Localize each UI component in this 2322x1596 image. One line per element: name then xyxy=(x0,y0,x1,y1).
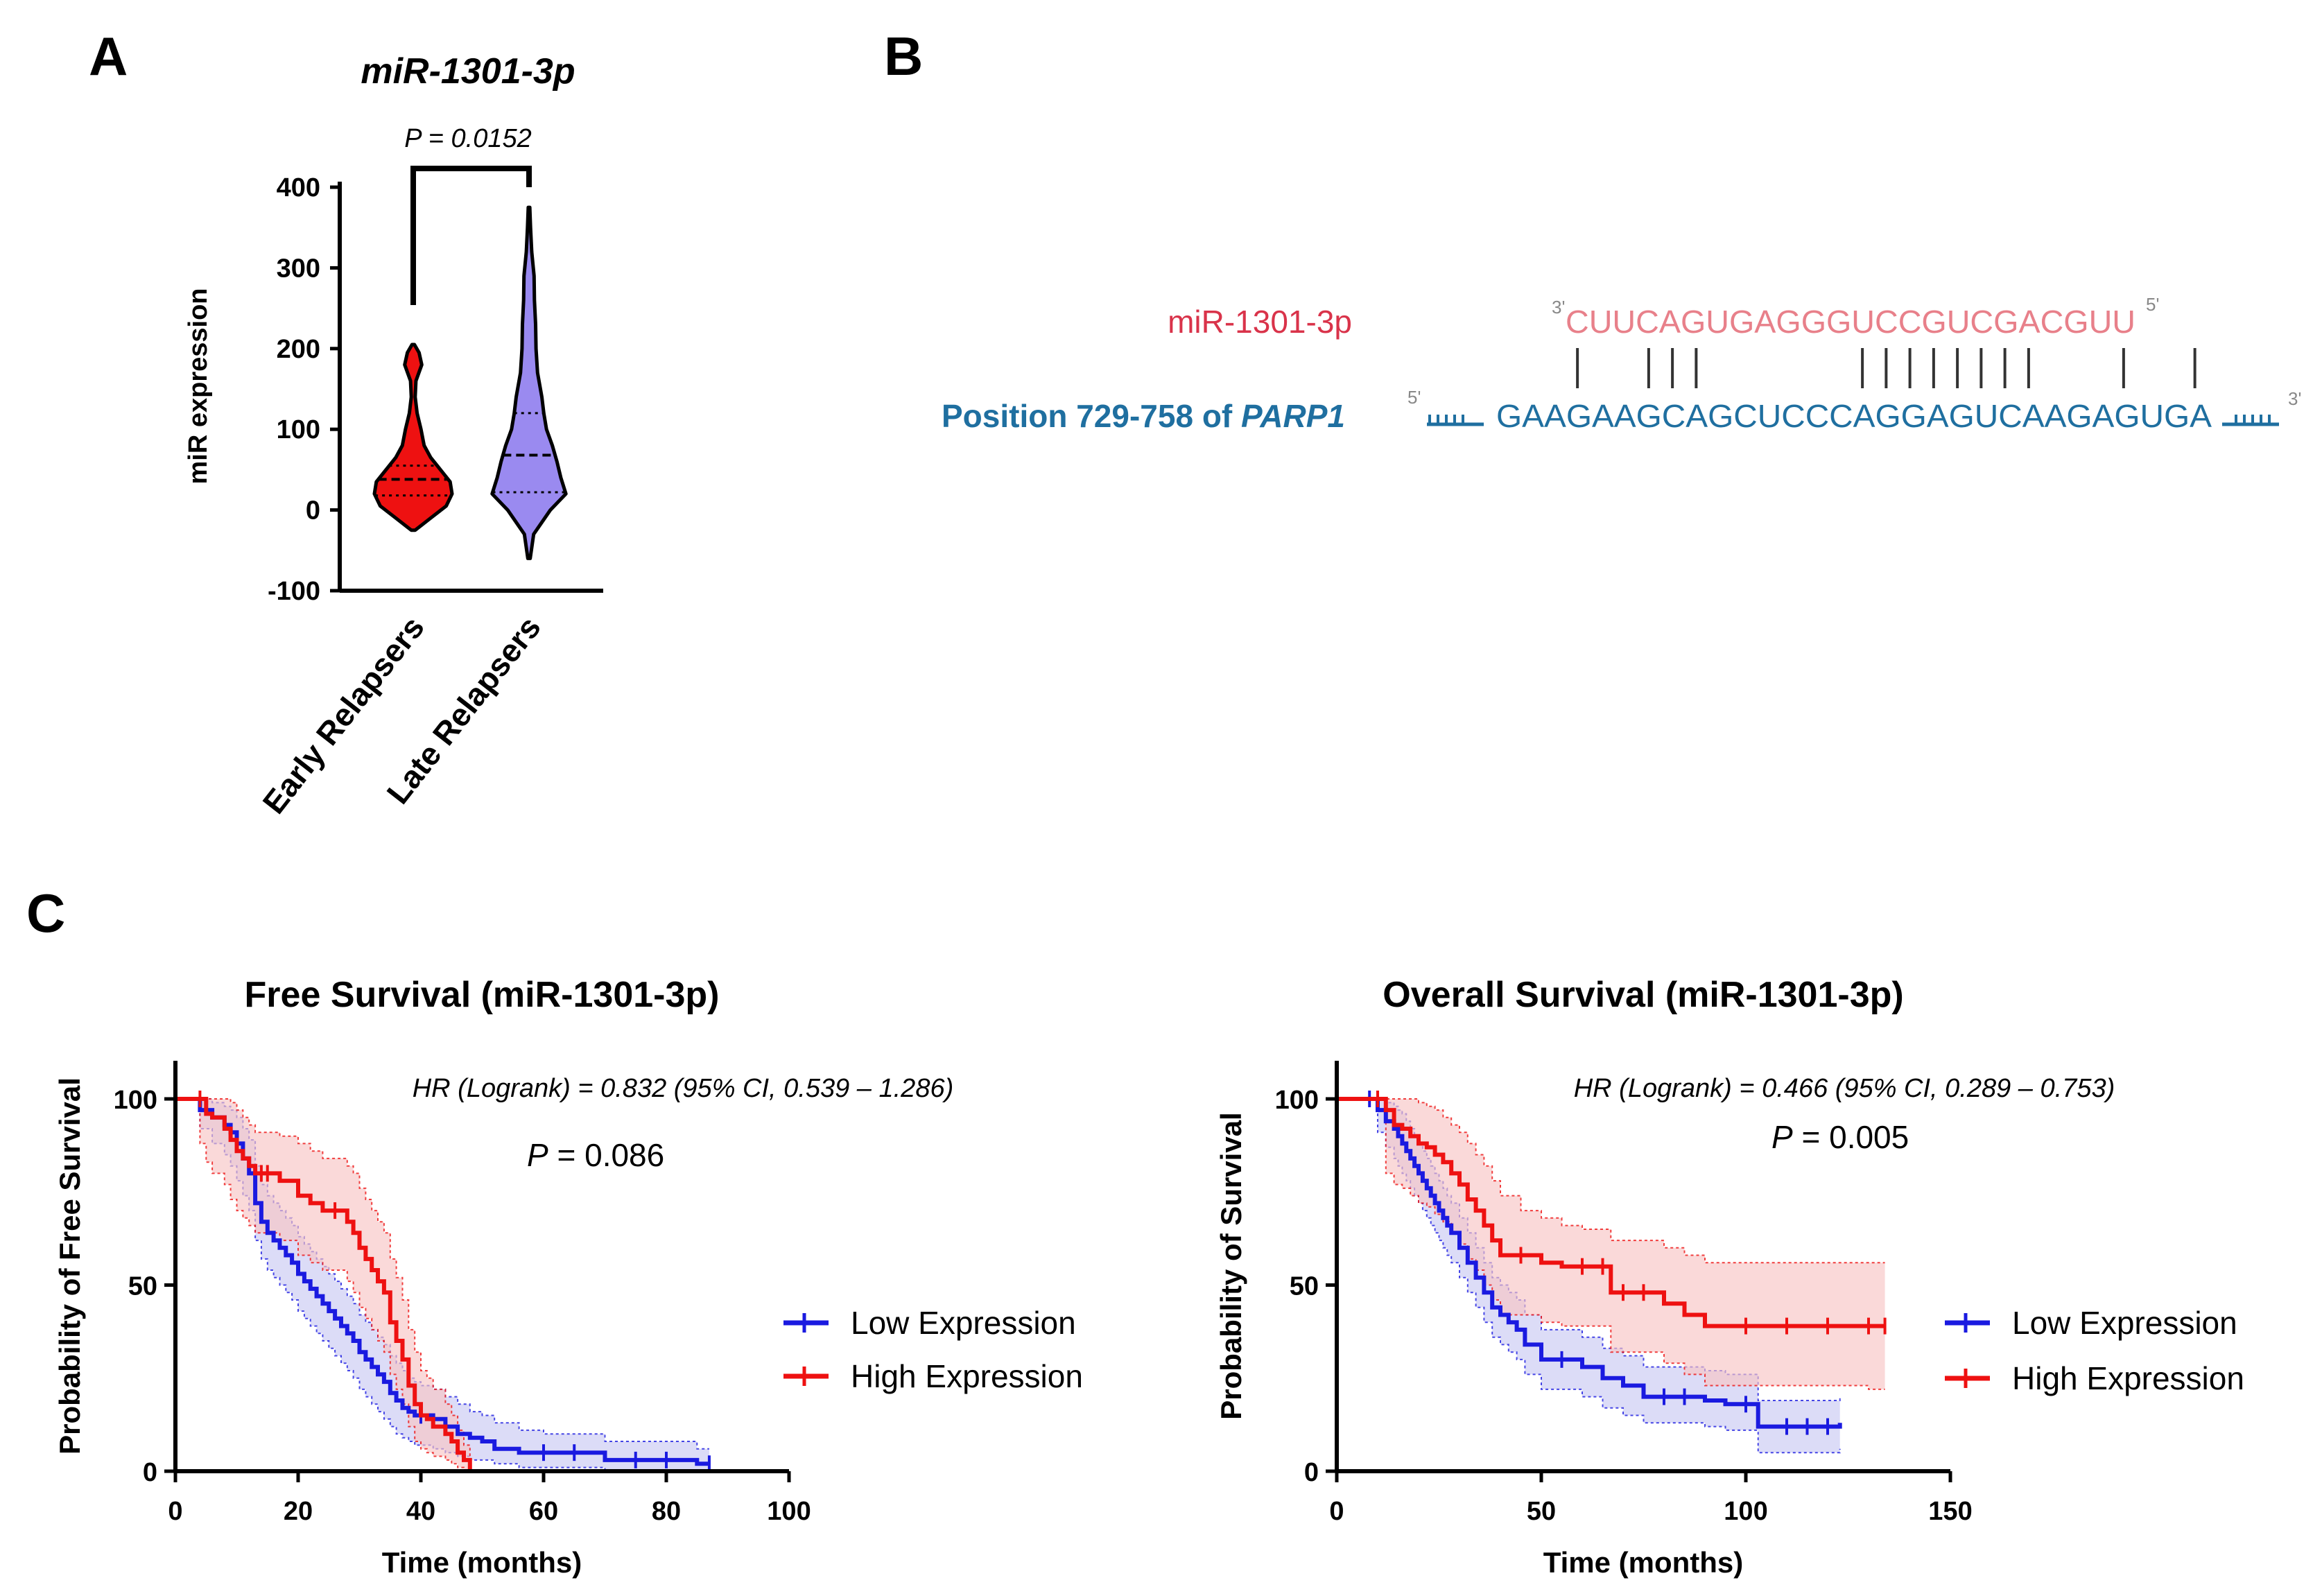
high-expression-curve xyxy=(175,1097,472,1471)
significance-bracket xyxy=(410,166,532,305)
overall-y-label: Probability of Survival xyxy=(1215,1112,1247,1419)
x-tick-label: 50 xyxy=(1527,1497,1556,1526)
overall-legend-high-label: High Expression xyxy=(2012,1360,2244,1396)
y-tick-label: 0 xyxy=(1304,1458,1319,1487)
violin-y-tick-label: 200 xyxy=(277,335,320,364)
violin-y-label: miR expression xyxy=(184,288,213,485)
panel-label-b: B xyxy=(884,26,923,87)
high-expression-curve xyxy=(1337,1097,1885,1328)
overall-legend: Low Expression High Expression xyxy=(1945,1305,2244,1396)
x-tick-label: 0 xyxy=(168,1497,182,1526)
target-prime-right: 3' xyxy=(2288,388,2301,409)
target-gene: PARP1 xyxy=(1241,398,1345,434)
target-sequence: GAAGAAGCAGCUCCCAGGAGUCAAGAGUGA xyxy=(1496,398,2212,434)
free-p-annotation: P = 0.086 xyxy=(527,1137,664,1173)
overall-x-label: Time (months) xyxy=(1543,1546,1744,1579)
violin-y-tick-label: 100 xyxy=(277,415,320,444)
overall-ticks: 0 50 100 150 0 50 100 xyxy=(1275,1086,1973,1526)
overall-ci-bands xyxy=(1337,1098,1885,1454)
violin-y-tick-label: 400 xyxy=(277,173,320,202)
free-p-label: P xyxy=(527,1137,548,1173)
high-ci-upper xyxy=(175,1098,471,1460)
free-curves xyxy=(175,1091,711,1473)
x-tick-label: 100 xyxy=(1724,1497,1767,1526)
violin-y-tick-label: -100 xyxy=(268,577,320,606)
violin-y-tick-label: 300 xyxy=(277,254,320,283)
y-tick-label: 100 xyxy=(1275,1086,1319,1115)
high-ci-lower xyxy=(175,1098,470,1472)
violin-body-late xyxy=(490,205,568,560)
free-legend-low-label: Low Expression xyxy=(851,1305,1076,1341)
overall-hr-annotation: HR (Logrank) = 0.466 (95% CI, 0.289 – 0.… xyxy=(1574,1074,2115,1103)
violin-y-ticks: -100 0 100 200 300 400 xyxy=(268,173,340,606)
free-legend-low: Low Expression xyxy=(783,1305,1076,1341)
free-x-label: Time (months) xyxy=(382,1546,582,1579)
violin-p-annotation: P = 0.0152 xyxy=(404,124,531,153)
panel-label-a: A xyxy=(89,26,128,87)
y-tick-label: 50 xyxy=(128,1272,157,1301)
low-expression-curve xyxy=(175,1097,709,1466)
target-left-flank xyxy=(1427,415,1484,426)
free-y-label: Probability of Free Survival xyxy=(53,1077,86,1455)
free-legend-high-label: High Expression xyxy=(851,1358,1083,1394)
overall-curves xyxy=(1337,1091,1887,1435)
x-tick-label: 150 xyxy=(1928,1497,1972,1526)
overall-p-annotation: P = 0.005 xyxy=(1771,1119,1909,1155)
y-tick-label: 50 xyxy=(1290,1272,1319,1301)
y-tick-label: 100 xyxy=(114,1086,157,1115)
panel-b: B miR-1301-3p 3' CUUCAGUGAGGGUCCGUCGACGU… xyxy=(884,26,2301,434)
target-label: Position 729-758 of PARP1 xyxy=(942,398,1345,434)
free-p-value: = 0.086 xyxy=(557,1137,664,1173)
free-hr-annotation: HR (Logrank) = 0.832 (95% CI, 0.539 – 1.… xyxy=(413,1074,954,1103)
overall-legend-low: Low Expression xyxy=(1945,1305,2237,1341)
target-prime-left: 5' xyxy=(1407,387,1421,408)
target-label-prefix: Position 729-758 of xyxy=(942,398,1233,434)
violin-title: miR-1301-3p xyxy=(361,51,575,92)
mir-prime-right: 5' xyxy=(2146,294,2159,315)
high-ci-upper xyxy=(1337,1098,1885,1264)
target-right-flank xyxy=(2222,415,2279,426)
mir-sequence: CUUCAGUGAGGGUCCGUCGACGUU xyxy=(1566,304,2135,340)
x-tick-label: 40 xyxy=(406,1497,435,1526)
km-overall-survival: Overall Survival (miR-1301-3p) HR (Logra… xyxy=(1215,975,2244,1579)
mir-label: miR-1301-3p xyxy=(1168,304,1352,340)
overall-p-label: P xyxy=(1771,1119,1793,1155)
violin-y-tick-label: 0 xyxy=(306,496,320,526)
overall-legend-high: High Expression xyxy=(1945,1360,2244,1396)
x-tick-label: 60 xyxy=(529,1497,558,1526)
x-tick-label: 20 xyxy=(284,1497,313,1526)
free-legend: Low Expression High Expression xyxy=(783,1305,1083,1394)
x-tick-label: 100 xyxy=(767,1497,811,1526)
overall-survival-title: Overall Survival (miR-1301-3p) xyxy=(1383,975,1903,1015)
km-free-survival: Free Survival (miR-1301-3p) HR (Logrank)… xyxy=(53,975,1083,1579)
overall-legend-low-label: Low Expression xyxy=(2012,1305,2237,1341)
violin-body-early xyxy=(372,342,454,532)
overall-p-value: = 0.005 xyxy=(1801,1119,1909,1155)
pairing-lines xyxy=(1576,348,2197,388)
panel-label-c: C xyxy=(26,883,65,944)
free-survival-title: Free Survival (miR-1301-3p) xyxy=(245,975,720,1015)
panel-a: A miR-1301-3p P = 0.0152 -100 0 100 200 300 4… xyxy=(89,26,603,820)
x-tick-label: 80 xyxy=(652,1497,681,1526)
free-legend-high: High Expression xyxy=(783,1358,1083,1394)
high-ci-band xyxy=(1337,1099,1885,1389)
violin-shapes xyxy=(372,205,568,560)
y-tick-label: 0 xyxy=(143,1458,157,1487)
free-ticks: 0 20 40 60 80 100 0 50 100 xyxy=(114,1086,811,1526)
mir-prime-left: 3' xyxy=(1552,297,1565,318)
x-tick-label: 0 xyxy=(1329,1497,1344,1526)
